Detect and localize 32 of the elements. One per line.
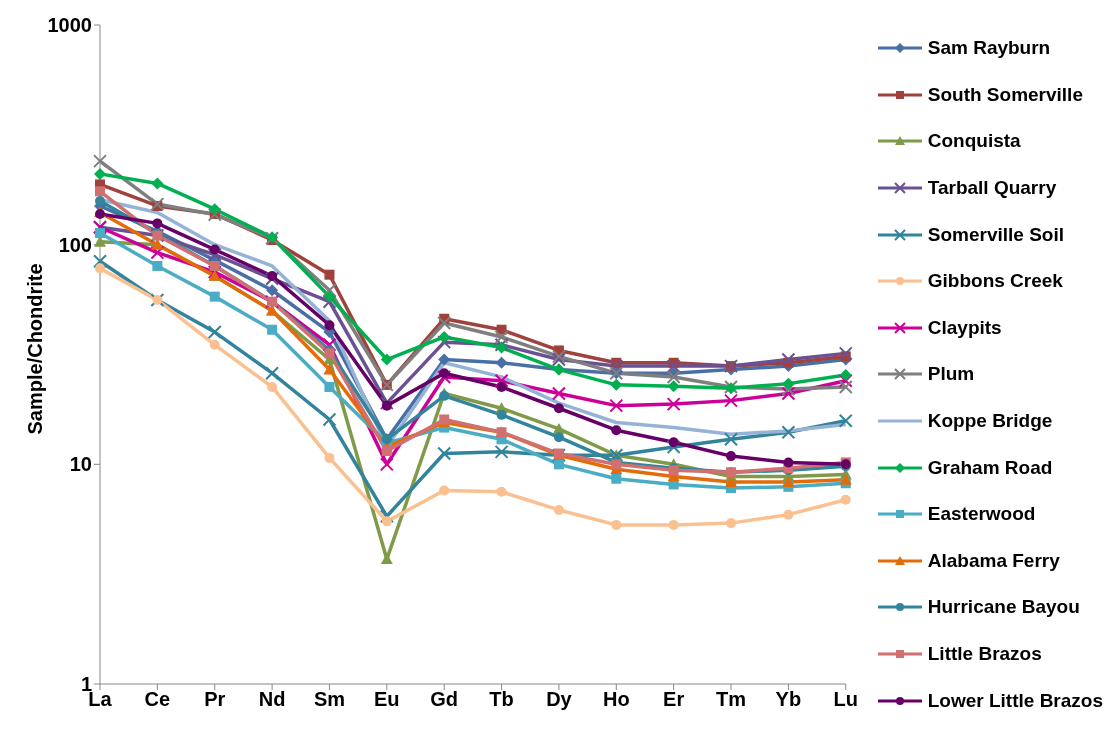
y-tick-label: 1000 (47, 14, 92, 37)
x-tick-label: Er (663, 688, 685, 711)
x-tick-label: Ho (602, 688, 630, 711)
legend-label: Lower Little Brazos (927, 689, 1103, 712)
legend-label: Plum (927, 363, 975, 386)
x-tick-label: Pr (204, 688, 226, 711)
legend-label: Tarball Quarry (927, 177, 1057, 200)
legend-label: Graham Road (927, 456, 1053, 479)
x-tick-label: Yb (775, 688, 802, 711)
y-axis-title: Sample/Chondrite (24, 263, 47, 435)
legend-label: Sam Rayburn (927, 37, 1051, 60)
legend-label: Little Brazos (927, 643, 1042, 666)
legend-label: Koppe Bridge (927, 410, 1053, 433)
y-tick-label: 10 (69, 453, 92, 476)
x-tick-label: Dy (546, 688, 573, 711)
legend-label: Alabama Ferry (927, 549, 1060, 572)
legend-label: Somerville Soil (927, 223, 1064, 246)
x-tick-label: Nd (258, 688, 286, 711)
x-tick-label: Sm (313, 688, 346, 711)
legend-label: Claypits (927, 316, 1002, 339)
x-tick-label: Tb (489, 688, 514, 711)
legend-label: Easterwood (927, 503, 1036, 526)
legend-label: Gibbons Creek (927, 270, 1063, 293)
legend-label: Conquista (927, 130, 1021, 153)
x-tick-label: Ce (144, 688, 171, 711)
x-tick-label: Eu (374, 688, 400, 711)
y-tick-label: 100 (58, 233, 92, 256)
legend-label: Hurricane Bayou (927, 596, 1080, 619)
x-tick-label: Lu (833, 688, 858, 711)
legend-label: South Somerville (927, 83, 1083, 106)
x-tick-label: Gd (430, 688, 459, 711)
x-tick-label: Tm (716, 688, 747, 711)
